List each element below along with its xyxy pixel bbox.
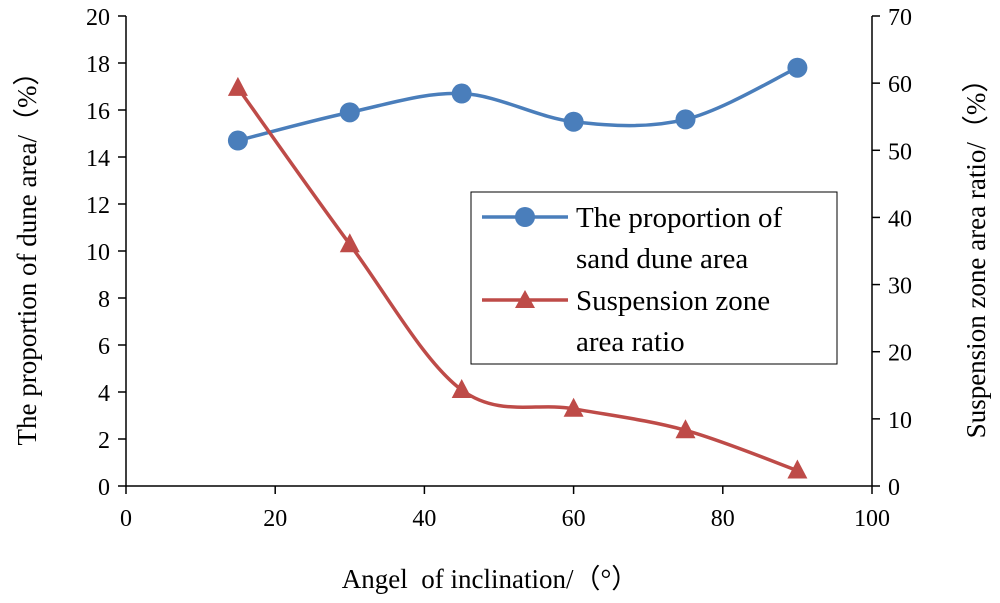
y-left-tick-label: 8 (98, 287, 110, 313)
data-point-dune (339, 102, 360, 123)
y-left-tick-label: 0 (98, 475, 110, 501)
y-left-tick-label: 12 (86, 193, 110, 219)
x-tick-label: 60 (562, 506, 586, 532)
legend-label-dune-line2: sand dune area (576, 243, 748, 275)
legend-swatch-marker-suspension (515, 290, 535, 308)
x-axis-title: Angel of inclination/（°） (342, 564, 639, 594)
data-point-dune (787, 57, 808, 78)
y-left-tick-label: 2 (98, 428, 110, 454)
x-tick-label: 40 (412, 506, 436, 532)
data-point-suspension (339, 233, 360, 253)
y-right-tick-label: 50 (888, 139, 912, 165)
y-axis-left-title: The proportion of dune area/（%） (12, 59, 42, 446)
plot-area: 0 20 40 60 80 100 0 2 4 6 8 10 12 14 16 18 20 0 10 20 30 40… (86, 5, 912, 532)
y-right-tick-label: 0 (888, 475, 900, 501)
y-right-tick-label: 60 (888, 72, 912, 98)
y-left-tick-label: 18 (86, 52, 110, 78)
x-tick-label: 20 (263, 506, 287, 532)
legend-label-suspension-line2: area ratio (576, 326, 685, 358)
data-point-suspension (227, 76, 248, 96)
data-point-suspension (787, 459, 808, 479)
legend: The proportion of sand dune area Suspens… (470, 191, 838, 365)
data-point-suspension (451, 378, 472, 398)
y-left-tick-label: 14 (86, 146, 110, 172)
y-left-tick-label: 6 (98, 334, 110, 360)
y-left-tick-label: 20 (86, 5, 110, 31)
legend-swatch-marker-dune (515, 207, 535, 227)
data-point-suspension (563, 397, 584, 417)
x-tick-label: 80 (711, 506, 735, 532)
y-right-tick-label: 20 (888, 341, 912, 367)
y-right-tick-label: 30 (888, 274, 912, 300)
y-left-ticks: 0 2 4 6 8 10 12 14 16 18 20 (86, 5, 126, 501)
data-point-dune (227, 130, 248, 151)
y-left-tick-label: 16 (86, 99, 110, 125)
data-point-suspension (675, 419, 696, 439)
x-ticks: 0 20 40 60 80 100 (120, 486, 890, 532)
data-point-dune (451, 83, 472, 104)
y-left-tick-label: 10 (86, 240, 110, 266)
data-point-dune (563, 111, 584, 132)
y-left-tick-label: 4 (98, 381, 110, 407)
y-right-tick-label: 70 (888, 5, 912, 31)
series-markers (227, 57, 808, 479)
series-line-dune (236, 65, 800, 143)
y-axis-right-title: Suspension zone area ratio/（%） (961, 66, 991, 439)
y-right-ticks: 0 10 20 30 40 50 60 70 (872, 5, 912, 501)
y-right-tick-label: 40 (888, 206, 912, 232)
y-right-tick-label: 10 (888, 408, 912, 434)
x-tick-label: 100 (854, 506, 890, 532)
legend-label-dune-line1: The proportion of (576, 202, 783, 234)
x-tick-label: 0 (120, 506, 132, 532)
legend-label-suspension-line1: Suspension zone (576, 285, 770, 317)
data-point-dune (675, 109, 696, 130)
